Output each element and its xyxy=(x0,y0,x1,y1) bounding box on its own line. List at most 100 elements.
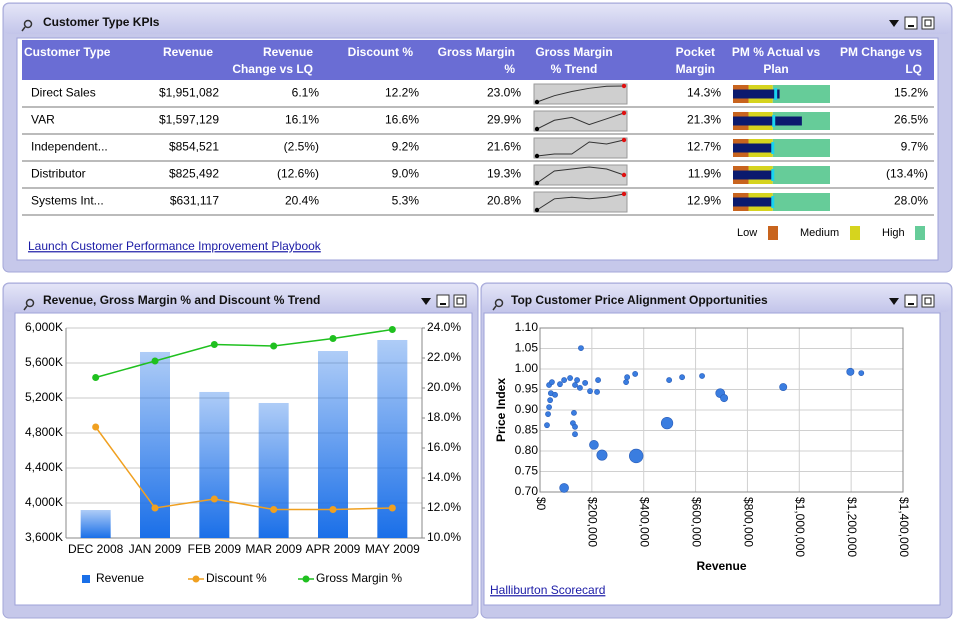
scatter-point xyxy=(629,448,644,464)
sparkline xyxy=(536,193,625,211)
line-point xyxy=(210,341,218,348)
sparkline-bg xyxy=(533,83,628,105)
scatter-point xyxy=(582,380,589,386)
x-axis-title: Revenue xyxy=(696,559,746,573)
column-header: Gross Margin % Trend xyxy=(535,45,613,76)
line-point xyxy=(329,335,337,342)
x-tick-label: $1,200,000 xyxy=(845,497,859,557)
bullet-target xyxy=(771,196,775,208)
x-tick-label: $800,000 xyxy=(741,497,755,547)
table-cell: 16.6% xyxy=(385,113,419,127)
column-header: Discount % xyxy=(347,45,413,59)
bullet-actual xyxy=(733,143,772,153)
sparkline-start xyxy=(534,180,540,186)
sparkline-end xyxy=(621,137,627,143)
table-cell: 6.1% xyxy=(292,86,320,100)
line-point xyxy=(92,423,100,431)
x-tick-label: JAN 2009 xyxy=(129,542,182,556)
search-icon[interactable] xyxy=(23,298,35,311)
table-cell: 26.5% xyxy=(894,113,928,127)
legend-label: Low xyxy=(737,227,757,239)
sparkline-end xyxy=(621,110,627,116)
panel-header xyxy=(4,4,951,34)
panel-controls[interactable] xyxy=(421,294,467,308)
table-cell: $854,521 xyxy=(169,140,219,154)
plot-frame xyxy=(539,327,904,493)
scatter-point xyxy=(549,379,555,386)
panel-controls[interactable] xyxy=(889,16,935,30)
y-tick-label: 0.70 xyxy=(515,484,539,498)
column-header: Gross Margin % xyxy=(437,45,515,76)
table-cell: 12.7% xyxy=(687,140,721,154)
column-header: Revenue Change vs LQ xyxy=(232,45,313,76)
line-point xyxy=(329,506,337,513)
bullet-target xyxy=(771,142,775,154)
panel-controls[interactable] xyxy=(889,294,935,308)
sparkline-start xyxy=(534,207,540,213)
y-tick-label: 4,400K xyxy=(25,460,63,474)
y-tick-label: 1.05 xyxy=(515,341,539,355)
legend-swatch xyxy=(850,226,860,240)
y2-tick-label: 10.0% xyxy=(427,530,461,544)
table-cell: (13.4%) xyxy=(886,167,928,181)
legend-label: Medium xyxy=(800,227,839,239)
x-tick-label: $200,000 xyxy=(586,497,600,547)
panel-header xyxy=(482,284,951,312)
scatter-point xyxy=(589,440,599,450)
x-tick-label: $0 xyxy=(534,497,548,511)
line-point xyxy=(92,374,100,381)
x-tick-label: MAR 2009 xyxy=(245,542,302,556)
sparkline-end xyxy=(621,191,627,197)
scatter-point xyxy=(572,382,578,388)
bar xyxy=(80,510,111,538)
line-point xyxy=(151,357,159,365)
scatter-point xyxy=(545,411,551,417)
table-cell: 20.4% xyxy=(285,194,319,208)
table-cell: 9.2% xyxy=(392,140,420,154)
table-cell: $825,492 xyxy=(169,167,219,181)
scorecard-link[interactable]: Halliburton Scorecard xyxy=(490,583,605,597)
scatter-point xyxy=(623,379,629,386)
panel-header xyxy=(4,284,477,312)
x-tick-label: DEC 2008 xyxy=(68,542,124,556)
table-cell: $1,597,129 xyxy=(159,113,219,127)
x-tick-label: $1,400,000 xyxy=(897,497,911,557)
legend-swatch xyxy=(768,226,778,240)
legend-label: High xyxy=(882,227,905,239)
table-cell: 9.7% xyxy=(901,140,929,154)
table-cell: 20.8% xyxy=(487,194,521,208)
search-icon[interactable] xyxy=(21,19,33,32)
scatter-point xyxy=(571,409,577,416)
table-cell: 15.2% xyxy=(894,86,928,100)
y-tick-label: 1.10 xyxy=(515,320,539,334)
playbook-link[interactable]: Launch Customer Performance Improvement … xyxy=(28,239,322,253)
table-cell: 28.0% xyxy=(894,194,928,208)
x-tick-label: FEB 2009 xyxy=(188,542,242,556)
y2-tick-label: 18.0% xyxy=(427,410,461,424)
column-header: Pocket Margin % xyxy=(675,45,715,93)
bullet-band xyxy=(772,85,830,103)
panel-title: Top Customer Price Alignment Opportuniti… xyxy=(511,293,768,307)
scatter-point xyxy=(779,383,788,392)
scatter-point xyxy=(557,381,563,388)
scatter-point xyxy=(596,449,608,461)
column-header: Revenue xyxy=(162,45,213,59)
table-cell: 11.9% xyxy=(688,167,721,181)
table-cell: (12.6%) xyxy=(277,167,319,181)
bullet-band xyxy=(772,139,830,157)
legend-label: Discount % xyxy=(206,571,267,585)
scatter-point xyxy=(660,417,674,430)
table-cell: 12.2% xyxy=(385,86,419,100)
bullet-actual xyxy=(733,116,802,126)
search-icon[interactable] xyxy=(492,298,504,311)
y-tick-label: 0.75 xyxy=(515,464,539,478)
y-tick-label: 3,600K xyxy=(25,530,63,544)
scatter-point xyxy=(561,377,568,383)
table-cell: 23.0% xyxy=(487,86,521,100)
sparkline xyxy=(536,139,625,157)
table-cell: 29.9% xyxy=(487,113,521,127)
y-tick-label: 5,200K xyxy=(25,390,63,404)
sparkline-end xyxy=(621,172,627,178)
sparkline-start xyxy=(534,99,540,105)
